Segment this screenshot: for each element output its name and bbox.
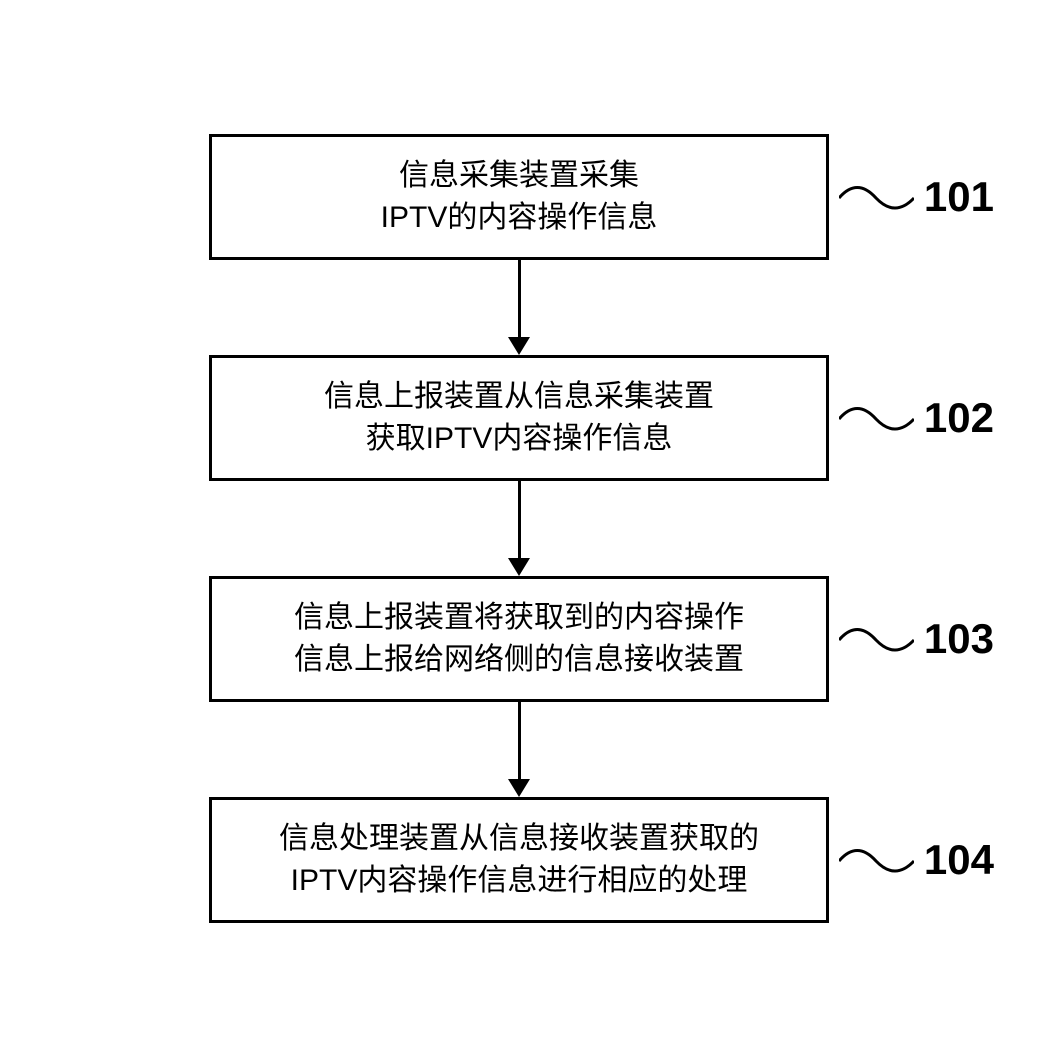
step-103-line2: 信息上报给网络侧的信息接收装置 xyxy=(240,639,798,681)
connector-104: 104 xyxy=(839,836,994,884)
arrow-line xyxy=(518,481,521,558)
step-label-103: 103 xyxy=(924,615,994,663)
arrow-head-icon xyxy=(508,558,530,576)
step-101-line2: IPTV的内容操作信息 xyxy=(240,197,798,239)
step-3-wrapper: 信息上报装置将获取到的内容操作 信息上报给网络侧的信息接收装置 103 xyxy=(209,576,829,702)
step-104-line2: IPTV内容操作信息进行相应的处理 xyxy=(240,860,798,902)
flowchart-container: 信息采集装置采集 IPTV的内容操作信息 101 信息上报装置从信息采集装置 获… xyxy=(209,134,829,923)
arrow-2-3 xyxy=(508,481,530,576)
step-104-line1: 信息处理装置从信息接收装置获取的 xyxy=(240,818,798,860)
wavy-line-icon xyxy=(839,622,914,657)
step-1-wrapper: 信息采集装置采集 IPTV的内容操作信息 101 xyxy=(209,134,829,260)
connector-102: 102 xyxy=(839,394,994,442)
step-label-101: 101 xyxy=(924,173,994,221)
step-102-line1: 信息上报装置从信息采集装置 xyxy=(240,376,798,418)
arrow-head-icon xyxy=(508,779,530,797)
step-box-104: 信息处理装置从信息接收装置获取的 IPTV内容操作信息进行相应的处理 xyxy=(209,797,829,923)
step-box-103: 信息上报装置将获取到的内容操作 信息上报给网络侧的信息接收装置 xyxy=(209,576,829,702)
connector-103: 103 xyxy=(839,615,994,663)
step-label-102: 102 xyxy=(924,394,994,442)
wavy-line-icon xyxy=(839,843,914,878)
step-box-101: 信息采集装置采集 IPTV的内容操作信息 xyxy=(209,134,829,260)
connector-101: 101 xyxy=(839,173,994,221)
arrow-1-2 xyxy=(508,260,530,355)
arrow-line xyxy=(518,260,521,337)
step-102-line2: 获取IPTV内容操作信息 xyxy=(240,418,798,460)
wavy-line-icon xyxy=(839,401,914,436)
step-4-wrapper: 信息处理装置从信息接收装置获取的 IPTV内容操作信息进行相应的处理 104 xyxy=(209,797,829,923)
arrow-3-4 xyxy=(508,702,530,797)
arrow-line xyxy=(518,702,521,779)
step-box-102: 信息上报装置从信息采集装置 获取IPTV内容操作信息 xyxy=(209,355,829,481)
arrow-head-icon xyxy=(508,337,530,355)
step-103-line1: 信息上报装置将获取到的内容操作 xyxy=(240,597,798,639)
wavy-line-icon xyxy=(839,180,914,215)
step-101-line1: 信息采集装置采集 xyxy=(240,155,798,197)
step-label-104: 104 xyxy=(924,836,994,884)
step-2-wrapper: 信息上报装置从信息采集装置 获取IPTV内容操作信息 102 xyxy=(209,355,829,481)
